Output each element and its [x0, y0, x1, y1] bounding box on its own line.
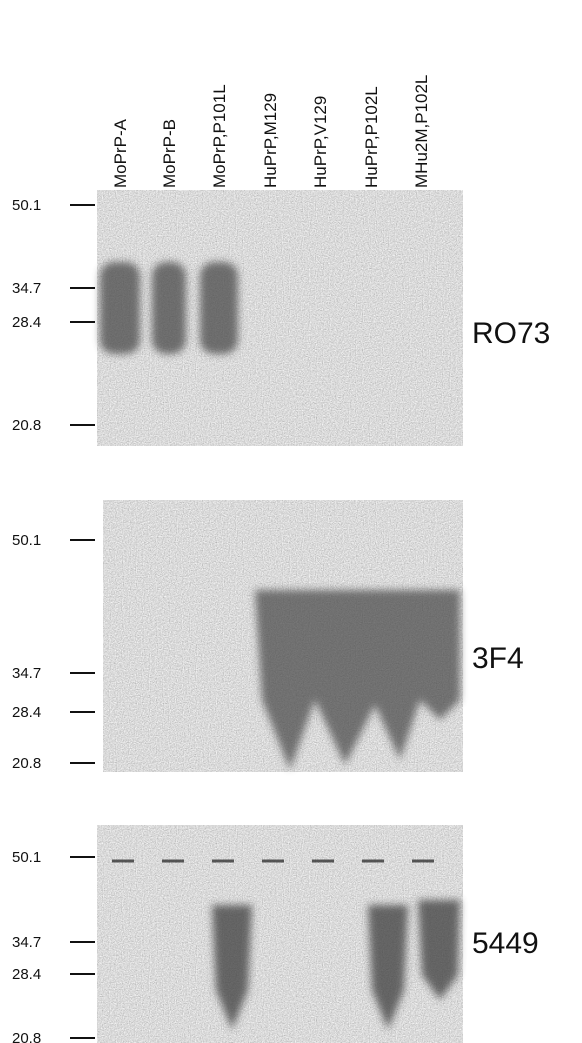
blot-panel — [97, 825, 463, 1043]
lane-label: MoPrP-A — [111, 118, 130, 188]
lane-label: HuPrP,M129 — [261, 93, 280, 188]
marker-label: 50.1 — [12, 849, 41, 866]
marker-label: 28.4 — [12, 314, 41, 331]
blot-panel — [103, 500, 463, 772]
marker-label: 34.7 — [12, 665, 41, 682]
marker-label: 28.4 — [12, 704, 41, 721]
marker-label: 50.1 — [12, 532, 41, 549]
antibody-label: 5449 — [472, 927, 539, 960]
marker-label: 20.8 — [12, 755, 41, 772]
lane-label: MoPrP-B — [160, 119, 179, 188]
blot-panel — [97, 190, 463, 446]
lane-label: HuPrP,V129 — [311, 96, 330, 188]
marker-label: 34.7 — [12, 934, 41, 951]
marker-label: 20.8 — [12, 417, 41, 434]
antibody-label: 3F4 — [472, 642, 524, 675]
lane-label: MHu2M,P102L — [412, 75, 431, 188]
marker-label: 28.4 — [12, 966, 41, 983]
lane-label: MoPrP,P101L — [210, 84, 229, 188]
marker-label: 50.1 — [12, 197, 41, 214]
antibody-label: RO73 — [472, 317, 550, 350]
lane-label: HuPrP,P102L — [362, 86, 381, 188]
marker-label: 34.7 — [12, 280, 41, 297]
marker-label: 20.8 — [12, 1030, 41, 1043]
